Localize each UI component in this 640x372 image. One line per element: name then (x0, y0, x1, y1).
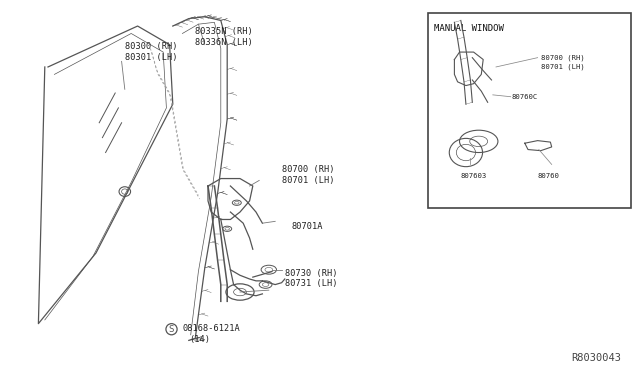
Text: 80336N (LH): 80336N (LH) (195, 38, 253, 47)
Text: 80760C: 80760C (512, 94, 538, 100)
Text: (14): (14) (189, 335, 211, 344)
Text: 80700 (RH): 80700 (RH) (541, 54, 584, 61)
Text: 807603: 807603 (461, 173, 487, 179)
Text: MANUAL WINDOW: MANUAL WINDOW (434, 24, 504, 33)
Text: S: S (169, 325, 174, 334)
Text: R8030043: R8030043 (571, 353, 621, 363)
Text: 80335N (RH): 80335N (RH) (195, 27, 253, 36)
Text: 80701 (LH): 80701 (LH) (282, 176, 334, 185)
Text: 80301 (LH): 80301 (LH) (125, 53, 177, 62)
Text: 80760: 80760 (538, 173, 559, 179)
Text: 80300 (RH): 80300 (RH) (125, 42, 177, 51)
Text: 80730 (RH): 80730 (RH) (285, 269, 337, 278)
Text: 08168-6121A: 08168-6121A (182, 324, 240, 333)
Text: 80700 (RH): 80700 (RH) (282, 165, 334, 174)
Bar (428, 13, 631, 208)
Text: 80701A: 80701A (291, 222, 323, 231)
Text: 80731 (LH): 80731 (LH) (285, 279, 337, 288)
Text: 80701 (LH): 80701 (LH) (541, 64, 584, 70)
